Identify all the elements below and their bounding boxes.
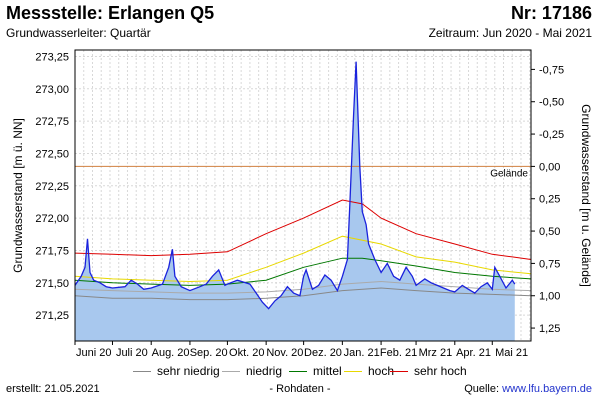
- x-tick-label: Sep. 20: [190, 347, 228, 359]
- x-tick-label: Dez. 20: [304, 347, 342, 359]
- legend-label: niedrig: [246, 364, 283, 378]
- y-tick-label: 271,50: [35, 278, 69, 290]
- x-tick-label: Juli 20: [116, 347, 148, 359]
- legend-item-niedrig: niedrig: [222, 364, 282, 378]
- x-tick-label: Mrz 21: [419, 347, 453, 359]
- y-tick-label: 272,75: [35, 116, 69, 128]
- y-tick-label: 272,00: [35, 213, 69, 225]
- legend-item-sehr-niedrig: sehr niedrig: [133, 364, 220, 378]
- source-link[interactable]: www.lfu.bayern.de: [502, 383, 592, 395]
- legend-swatch: [222, 370, 240, 372]
- y-tick-label: 272,50: [35, 148, 69, 160]
- series-line-sehr-niedrig: [74, 287, 532, 301]
- source-label: Quelle: www.lfu.bayern.de: [464, 383, 592, 395]
- legend-label: hoch: [368, 364, 395, 378]
- right-tick-label: 0,50: [539, 226, 560, 238]
- x-tick-label: Feb. 21: [380, 347, 417, 359]
- y-tick-label: 273,25: [35, 51, 69, 63]
- gelaende-label: Gelände: [490, 168, 528, 179]
- plot-frame: [74, 49, 532, 342]
- station-number: Nr: 17186: [510, 3, 592, 23]
- x-tick-label: Mai 21: [495, 347, 528, 359]
- data-type-label: - Rohdaten -: [269, 383, 331, 395]
- series-line-sehr-hoch: [74, 199, 532, 260]
- series-line-hoch: [74, 235, 532, 283]
- y-tick-label: 271,75: [35, 245, 69, 257]
- x-tick-label: Okt. 20: [229, 347, 264, 359]
- aquifer-label: Grundwasserleiter: Quartär: [6, 26, 151, 40]
- station-title: Messstelle: Erlangen Q5: [6, 3, 215, 23]
- source-prefix: Quelle:: [464, 383, 503, 395]
- right-tick-label: 1,00: [539, 291, 560, 303]
- series-line-niedrig: [74, 280, 532, 294]
- legend-swatch: [344, 370, 362, 372]
- y-tick-label: 271,25: [35, 310, 69, 322]
- y-tick-label: 272,25: [35, 181, 69, 193]
- right-tick-label: 0,75: [539, 258, 560, 270]
- y-axis-title: Grundwasserstand [m ü. NN]: [11, 118, 25, 273]
- x-tick-label: Aug. 20: [152, 347, 190, 359]
- x-tick-label: Apr. 21: [456, 347, 491, 359]
- right-tick-label: 1,25: [539, 323, 560, 335]
- right-tick-label: -0,50: [539, 97, 564, 109]
- legend-swatch: [133, 370, 151, 372]
- period-label: Zeitraum: Jun 2020 - Mai 2021: [428, 26, 592, 40]
- x-tick-label: Nov. 20: [266, 347, 303, 359]
- right-tick-label: -0,75: [539, 64, 564, 76]
- right-tick-label: -0,25: [539, 129, 564, 141]
- legend-item-sehr-hoch: sehr hoch: [390, 364, 467, 378]
- legend-swatch: [289, 370, 307, 372]
- legend-item-mittel: mittel: [289, 364, 342, 378]
- legend-label: mittel: [313, 364, 342, 378]
- right-tick-label: 0,25: [539, 194, 560, 206]
- right-tick-label: 0,00: [539, 161, 560, 173]
- legend-label: sehr hoch: [414, 364, 467, 378]
- legend-swatch: [390, 370, 408, 372]
- created-date: erstellt: 21.05.2021: [6, 383, 100, 395]
- legend-item-hoch: hoch: [344, 364, 394, 378]
- series-line-mittel: [74, 257, 532, 286]
- x-tick-label: Jan. 21: [344, 347, 380, 359]
- x-tick-label: Juni 20: [76, 347, 111, 359]
- level-line: [74, 61, 516, 310]
- legend-label: sehr niedrig: [157, 364, 220, 378]
- y-axis-title-right: Grundwasserstand [m u. Gelände]: [579, 104, 593, 287]
- y-tick-label: 273,00: [35, 84, 69, 96]
